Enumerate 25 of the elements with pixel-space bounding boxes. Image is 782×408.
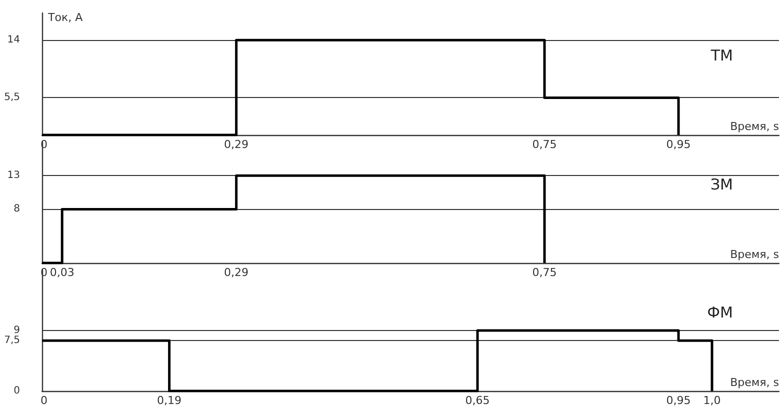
y-tick-label: 7,5 [4,335,20,346]
y-tick-label: 13 [7,170,20,182]
y-tick-label: 0 [14,386,20,396]
y-tick-label: 9 [14,325,20,336]
y-tick-label: 5,5 [4,92,20,104]
x-tick-label: 0,75 [532,266,557,279]
text: ФМ [707,304,734,322]
x-tick-label: 0,29 [224,266,249,279]
x-tick-label: 0,95 [666,394,691,407]
x-tick-label: 0,19 [157,394,182,407]
x-axis-title: Время, s [730,248,780,261]
x-tick-label: 0 [40,394,48,407]
x-tick-label: 0,65 [465,394,490,407]
text: ТМ [710,46,734,64]
x-tick-label: 0,03 [50,266,74,279]
x-tick-label: 0,75 [532,138,557,151]
x-axis-title: Время, s [730,120,780,133]
x-tick-label: 0,95 [666,138,691,151]
y-tick-label: 8 [14,204,20,215]
text: ЗМ [710,176,734,194]
x-tick-label: 0,29 [224,138,249,151]
y-axis-title: Ток, А [47,11,84,24]
x-tick-label: 1,0 [703,394,721,407]
x-axis-title: Время, s [730,376,780,389]
y-tick-label: 14 [7,34,20,46]
